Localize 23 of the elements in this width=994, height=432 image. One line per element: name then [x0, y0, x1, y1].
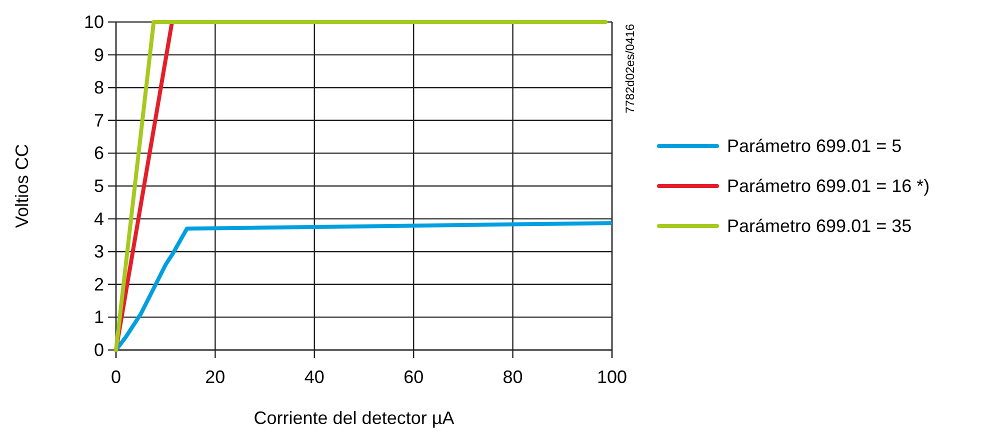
x-tick-label: 0: [110, 367, 122, 387]
y-tick-label: 10: [84, 12, 104, 32]
x-tick-label: 40: [304, 367, 324, 387]
legend-label: Parámetro 699.01 = 5: [727, 136, 902, 156]
y-tick-label: 1: [94, 307, 104, 328]
x-tick-label: 60: [404, 367, 424, 387]
y-tick-label: 0: [94, 340, 104, 360]
legend-label: Parámetro 699.01 = 35: [727, 216, 912, 236]
text: 7782d02es/0416: [623, 24, 637, 114]
y-tick-label: 8: [94, 78, 104, 98]
y-tick-label: 7: [94, 110, 104, 130]
legend-label: Parámetro 699.01 = 16 *): [727, 176, 930, 196]
y-tick-label: 4: [94, 208, 104, 229]
y-tick-label: 5: [94, 176, 104, 196]
x-tick-label: 80: [502, 367, 523, 387]
x-tick-label: 20: [205, 367, 226, 387]
x-tick-label: 100: [596, 367, 628, 387]
y-tick-label: 6: [94, 143, 104, 164]
y-tick-label: 3: [94, 242, 104, 262]
x-axis-title: Corriente del detector µA: [254, 408, 454, 428]
y-tick-label: 9: [94, 44, 104, 65]
y-tick-label: 2: [94, 274, 104, 294]
y-axis-title: Voltios CC: [12, 144, 32, 228]
